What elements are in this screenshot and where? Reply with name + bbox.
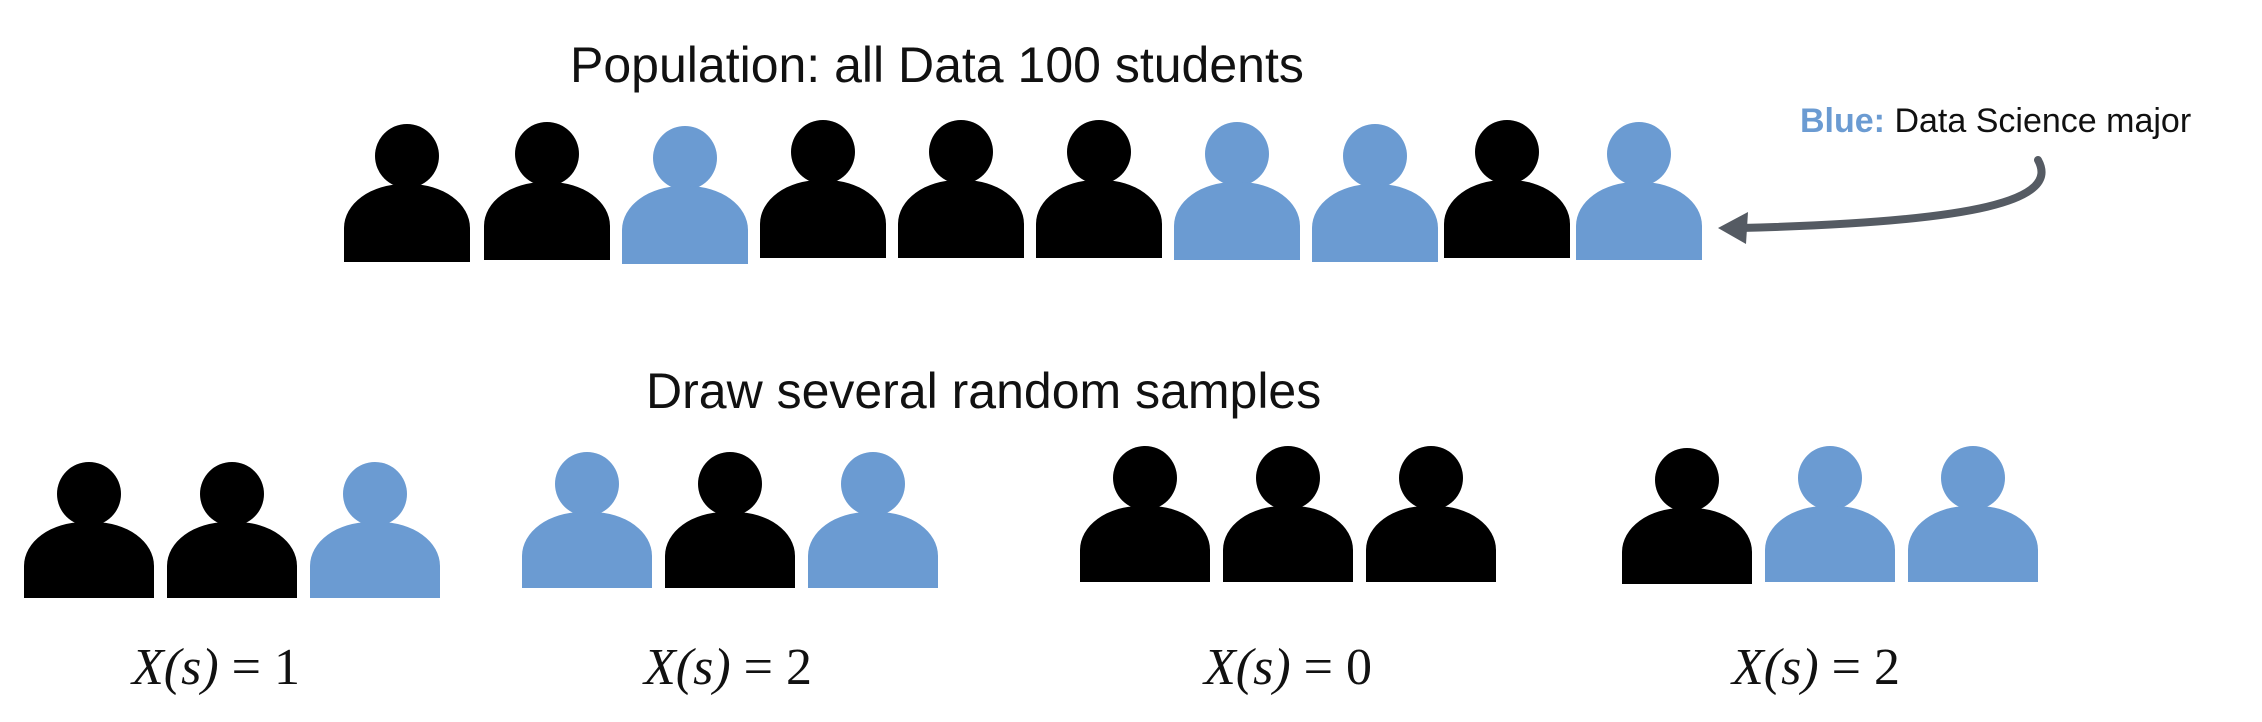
sample-person-other: [1080, 446, 1210, 582]
person-head-icon: [1607, 122, 1671, 186]
person-body-icon: [1622, 508, 1752, 584]
legend: Blue: Data Science major: [1800, 102, 2191, 141]
person-head-icon: [1655, 448, 1719, 512]
legend-text: Data Science major: [1894, 102, 2192, 140]
statistic-function: X(s): [644, 639, 731, 696]
legend-key: Blue:: [1800, 102, 1885, 140]
person-body-icon: [1223, 506, 1353, 582]
sample-statistic-label: X(s) = 2: [644, 638, 812, 697]
sample-person-major: [1908, 446, 2038, 582]
person-body-icon: [898, 180, 1024, 258]
person-head-icon: [791, 120, 855, 184]
sample-statistic-label: X(s) = 2: [1732, 638, 1900, 697]
statistic-value: = 2: [730, 639, 812, 696]
statistic-value: = 1: [218, 639, 300, 696]
person-body-icon: [310, 522, 440, 598]
statistic-function: X(s): [132, 639, 219, 696]
population-person-other: [1036, 120, 1162, 258]
person-head-icon: [1798, 446, 1862, 510]
statistic-function: X(s): [1732, 639, 1819, 696]
person-body-icon: [1080, 506, 1210, 582]
population-person-other: [484, 122, 610, 260]
person-body-icon: [1312, 184, 1438, 262]
sample-person-major: [808, 452, 938, 588]
population-person-major: [622, 126, 748, 264]
person-body-icon: [1765, 506, 1895, 582]
person-head-icon: [653, 126, 717, 190]
sample-person-other: [167, 462, 297, 598]
legend-arrow-head: [1718, 212, 1748, 244]
population-title: Population: all Data 100 students: [570, 37, 1304, 93]
statistic-value: = 2: [1818, 639, 1900, 696]
population-person-major: [1576, 122, 1702, 260]
population-person-other: [760, 120, 886, 258]
person-body-icon: [760, 180, 886, 258]
person-head-icon: [1067, 120, 1131, 184]
person-body-icon: [1576, 182, 1702, 260]
person-body-icon: [808, 512, 938, 588]
sample-person-major: [522, 452, 652, 588]
person-body-icon: [344, 184, 470, 262]
population-person-other: [344, 124, 470, 262]
person-head-icon: [1941, 446, 2005, 510]
person-head-icon: [1343, 124, 1407, 188]
sample-person-other: [1223, 446, 1353, 582]
person-head-icon: [1399, 446, 1463, 510]
person-head-icon: [343, 462, 407, 526]
person-head-icon: [1205, 122, 1269, 186]
population-person-major: [1174, 122, 1300, 260]
person-head-icon: [375, 124, 439, 188]
statistic-function: X(s): [1204, 639, 1291, 696]
person-body-icon: [1174, 182, 1300, 260]
person-head-icon: [929, 120, 993, 184]
person-body-icon: [1444, 180, 1570, 258]
sample-statistic-label: X(s) = 1: [132, 638, 300, 697]
person-head-icon: [555, 452, 619, 516]
person-body-icon: [484, 182, 610, 260]
statistic-value: = 0: [1290, 639, 1372, 696]
legend-arrow-curve: [1736, 156, 2046, 232]
person-head-icon: [1113, 446, 1177, 510]
person-body-icon: [522, 512, 652, 588]
person-body-icon: [167, 522, 297, 598]
person-body-icon: [1908, 506, 2038, 582]
person-head-icon: [200, 462, 264, 526]
sample-statistic-label: X(s) = 0: [1204, 638, 1372, 697]
person-head-icon: [698, 452, 762, 516]
population-person-major: [1312, 124, 1438, 262]
person-head-icon: [515, 122, 579, 186]
sample-person-other: [1366, 446, 1496, 582]
population-person-other: [1444, 120, 1570, 258]
person-head-icon: [1256, 446, 1320, 510]
person-body-icon: [1366, 506, 1496, 582]
person-head-icon: [57, 462, 121, 526]
person-body-icon: [622, 186, 748, 264]
population-person-other: [898, 120, 1024, 258]
sample-person-other: [1622, 448, 1752, 584]
sample-person-other: [24, 462, 154, 598]
samples-title: Draw several random samples: [646, 363, 1322, 419]
person-head-icon: [841, 452, 905, 516]
sample-person-other: [665, 452, 795, 588]
person-head-icon: [1475, 120, 1539, 184]
sample-person-major: [310, 462, 440, 598]
person-body-icon: [1036, 180, 1162, 258]
person-body-icon: [665, 512, 795, 588]
person-body-icon: [24, 522, 154, 598]
sample-person-major: [1765, 446, 1895, 582]
